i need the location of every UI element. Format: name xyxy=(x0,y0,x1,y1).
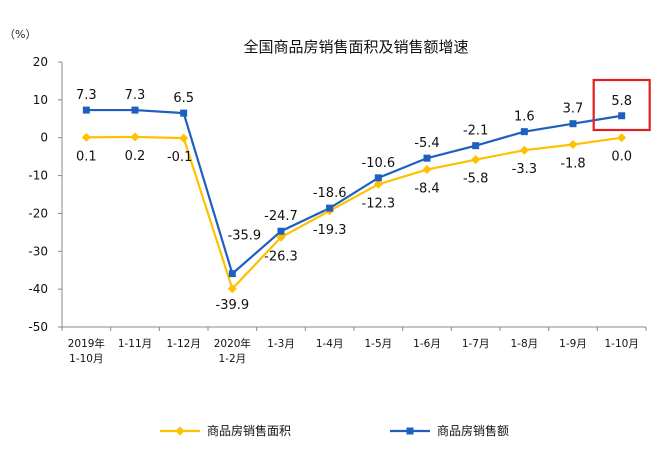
x-tick-label: 1-9月 xyxy=(559,338,587,350)
area-data-label: 0.2 xyxy=(125,149,146,164)
area-data-label: -8.4 xyxy=(414,182,439,197)
amount-series-point xyxy=(228,270,236,278)
amount-data-label: 7.3 xyxy=(76,88,97,103)
area-series-point xyxy=(519,145,529,155)
amount-data-label: -10.6 xyxy=(362,156,396,171)
y-tick-label: -40 xyxy=(28,282,48,296)
area-series-point xyxy=(81,132,91,142)
area-data-label: -26.3 xyxy=(264,249,298,264)
amount-series-point xyxy=(520,128,528,136)
area-series-point xyxy=(568,140,578,150)
amount-series-point xyxy=(180,109,188,117)
area-series-point xyxy=(617,133,627,143)
y-tick-label: 0 xyxy=(40,131,48,145)
area-data-label: -3.3 xyxy=(512,162,537,177)
y-tick-label: -50 xyxy=(28,320,48,334)
amount-data-label: 6.5 xyxy=(173,91,194,106)
legend-area-marker xyxy=(175,426,185,436)
amount-series-point xyxy=(472,142,480,150)
amount-data-label: -5.4 xyxy=(414,136,439,151)
series-markers xyxy=(81,106,627,294)
y-tick-label: 20 xyxy=(33,55,48,69)
x-tick-label: 2019年 1-10月 xyxy=(68,337,105,365)
amount-data-label: 5.8 xyxy=(611,94,632,109)
area-data-label: -5.8 xyxy=(463,172,488,187)
amount-data-label: -35.9 xyxy=(228,229,262,244)
x-tick-label: 1-4月 xyxy=(316,338,344,350)
area-data-label: -19.3 xyxy=(313,223,347,238)
amount-data-label: 1.6 xyxy=(514,110,535,125)
amount-series-point xyxy=(277,227,285,235)
legend-area-label: 商品房销售面积 xyxy=(207,423,291,438)
amount-series-point xyxy=(374,174,382,182)
legend: 商品房销售面积 商品房销售额 xyxy=(160,423,509,438)
x-tick-label: 1-7月 xyxy=(462,338,490,350)
highlight-rect xyxy=(592,78,651,132)
axes xyxy=(61,62,646,328)
amount-series-line xyxy=(86,108,622,276)
data-labels: 0.1 0.2 -0.1 -39.9 -26.3 -19.3 -12.3 -8.4 -5.8 -3… xyxy=(76,88,632,313)
x-axis-ticks: 2019年 1-10月 1-11月 1-12月 2020年 1-2月 1-3月 1-4月 1-5… xyxy=(61,327,647,365)
chart-title: 全国商品房销售面积及销售额增速 xyxy=(243,38,468,56)
y-tick-label: -20 xyxy=(28,206,48,220)
area-series-point xyxy=(373,179,383,189)
amount-data-label: -24.7 xyxy=(264,209,298,224)
amount-series-point xyxy=(82,106,90,114)
x-tick-label: 1-12月 xyxy=(166,338,200,350)
amount-series-point xyxy=(423,154,431,162)
unit-label: （%） xyxy=(4,28,36,41)
x-tick-label: 1-11月 xyxy=(118,338,152,350)
amount-data-label: 7.3 xyxy=(125,88,146,103)
area-data-label: 0.1 xyxy=(76,149,97,164)
x-tick-label: 2020年 1-2月 xyxy=(214,337,251,365)
x-tick-label: 1-8月 xyxy=(511,338,539,350)
area-data-label: 0.0 xyxy=(611,150,632,165)
y-tick-label: -30 xyxy=(28,244,48,258)
series-lines xyxy=(86,108,622,291)
x-tick-label: 1-5月 xyxy=(365,338,393,350)
area-data-label: -0.1 xyxy=(167,150,192,165)
area-data-label: -12.3 xyxy=(362,196,396,211)
amount-data-label: 3.7 xyxy=(563,102,584,117)
x-tick-label: 1-3月 xyxy=(267,338,295,350)
area-series-point xyxy=(130,132,140,142)
legend-amount-marker xyxy=(406,427,414,435)
amount-data-label: -2.1 xyxy=(463,124,488,139)
x-tick-label: 1-10月 xyxy=(604,338,638,350)
y-axis-ticks: 20 10 0 -10 -20 -30 -40 -50 xyxy=(28,55,62,334)
amount-series-point xyxy=(569,120,577,128)
amount-series-point xyxy=(131,106,139,114)
amount-data-label: -18.6 xyxy=(313,186,347,201)
highlight-box xyxy=(592,78,651,132)
area-data-label: -39.9 xyxy=(216,298,250,313)
area-series-point xyxy=(179,133,189,143)
y-tick-label: -10 xyxy=(28,169,48,183)
legend-amount-label: 商品房销售额 xyxy=(437,423,509,438)
area-series-line xyxy=(86,135,622,291)
amount-series-point xyxy=(618,112,626,120)
area-series-point xyxy=(422,165,432,175)
y-tick-label: 10 xyxy=(33,93,48,107)
x-tick-label: 1-6月 xyxy=(413,338,441,350)
area-data-label: -1.8 xyxy=(560,157,585,172)
area-series-point xyxy=(276,232,286,242)
amount-series-point xyxy=(326,204,334,212)
area-series-point xyxy=(227,284,237,294)
area-series-point xyxy=(471,155,481,165)
